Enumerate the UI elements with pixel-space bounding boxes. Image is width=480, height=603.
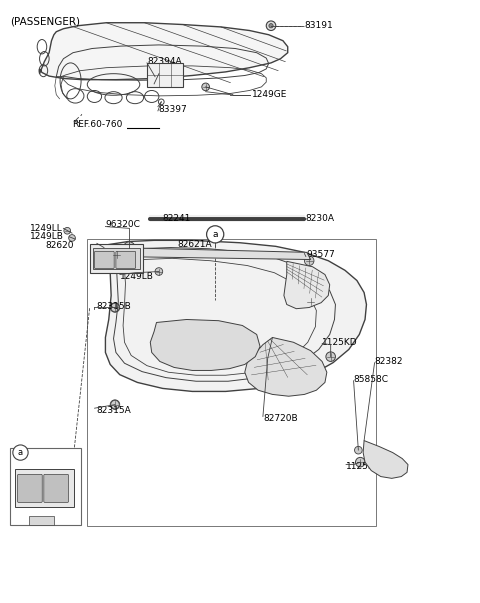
Text: 82394A: 82394A [147, 57, 181, 66]
Text: 82620: 82620 [45, 241, 74, 250]
Text: 82720B: 82720B [263, 414, 298, 423]
Circle shape [123, 242, 135, 253]
Circle shape [64, 227, 71, 234]
FancyBboxPatch shape [10, 448, 81, 525]
Circle shape [110, 303, 120, 312]
Circle shape [126, 245, 132, 250]
Text: 8230A: 8230A [306, 214, 335, 223]
Text: 1249LB: 1249LB [120, 272, 154, 281]
Polygon shape [106, 241, 366, 391]
Text: 93580A: 93580A [18, 466, 50, 475]
Polygon shape [363, 441, 408, 478]
Text: (PASSENGER): (PASSENGER) [10, 17, 80, 27]
Circle shape [110, 400, 120, 409]
Polygon shape [116, 248, 311, 259]
Text: 83397: 83397 [159, 105, 188, 114]
Polygon shape [150, 320, 260, 370]
Circle shape [112, 250, 121, 259]
Text: 96320C: 96320C [106, 220, 140, 229]
Circle shape [306, 297, 315, 306]
Text: 93577: 93577 [307, 250, 336, 259]
Text: 1249LL: 1249LL [30, 224, 63, 233]
Text: 85858C: 85858C [354, 375, 389, 384]
Polygon shape [245, 338, 327, 396]
Circle shape [304, 256, 314, 265]
Text: 1125KC: 1125KC [346, 462, 381, 471]
Circle shape [326, 352, 336, 361]
Text: 1249GE: 1249GE [252, 90, 288, 99]
Text: 82241: 82241 [163, 214, 191, 223]
Text: a: a [18, 448, 23, 457]
Circle shape [266, 21, 276, 31]
Text: 82315B: 82315B [96, 302, 131, 311]
FancyBboxPatch shape [95, 251, 114, 268]
Text: REF.60-760: REF.60-760 [72, 120, 122, 129]
Circle shape [206, 226, 224, 243]
FancyBboxPatch shape [93, 248, 140, 269]
Text: 1243AE: 1243AE [18, 508, 50, 517]
Polygon shape [284, 261, 330, 309]
Circle shape [202, 83, 209, 90]
Text: 83191: 83191 [304, 21, 333, 30]
Text: 1125KD: 1125KD [322, 338, 358, 347]
FancyBboxPatch shape [44, 475, 69, 502]
Circle shape [356, 458, 365, 467]
Bar [87, 239, 376, 526]
Text: 82382: 82382 [374, 357, 403, 366]
Circle shape [155, 268, 163, 276]
FancyBboxPatch shape [90, 244, 143, 273]
FancyBboxPatch shape [29, 516, 54, 525]
FancyBboxPatch shape [147, 63, 183, 87]
FancyBboxPatch shape [15, 469, 74, 507]
Circle shape [69, 235, 75, 241]
Circle shape [355, 446, 362, 454]
Circle shape [111, 400, 119, 409]
Circle shape [269, 24, 273, 28]
Circle shape [111, 303, 119, 312]
FancyBboxPatch shape [18, 475, 42, 502]
Text: 1249LB: 1249LB [30, 232, 64, 241]
Polygon shape [39, 23, 288, 80]
Text: 82315A: 82315A [96, 406, 131, 415]
FancyBboxPatch shape [116, 251, 136, 268]
Circle shape [13, 445, 28, 460]
Text: 82621A: 82621A [177, 240, 212, 249]
Text: a: a [213, 230, 218, 239]
